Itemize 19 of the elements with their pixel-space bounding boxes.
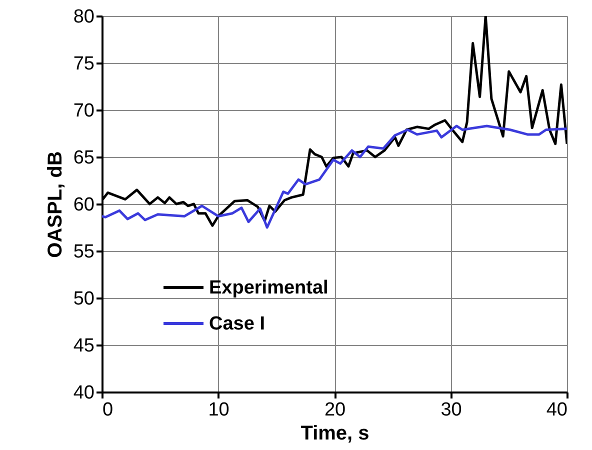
x-tick-label: 10 (208, 400, 230, 420)
x-tick-label: 40 (546, 400, 568, 420)
y-tick-label: 70 (73, 100, 94, 122)
y-axis-title: OASPL, dB (44, 151, 66, 258)
legend-label: Experimental (209, 278, 328, 298)
y-tick-label: 40 (73, 382, 94, 404)
y-tick-label: 80 (73, 6, 94, 28)
y-tick-label: 50 (73, 288, 94, 310)
y-tick-label: 45 (73, 336, 94, 356)
y-tick-label: 60 (73, 194, 94, 216)
x-tick-label: 0 (102, 400, 114, 420)
legend-label: Case I (209, 314, 265, 334)
y-tick-label: 65 (73, 148, 94, 168)
x-tick-label: 30 (440, 400, 462, 420)
x-axis-title: Time, s (300, 422, 370, 444)
x-tick-label: 20 (324, 400, 346, 420)
y-tick-label: 55 (73, 242, 94, 262)
line-series (102, 124, 567, 229)
y-tick-label: 75 (73, 54, 94, 74)
